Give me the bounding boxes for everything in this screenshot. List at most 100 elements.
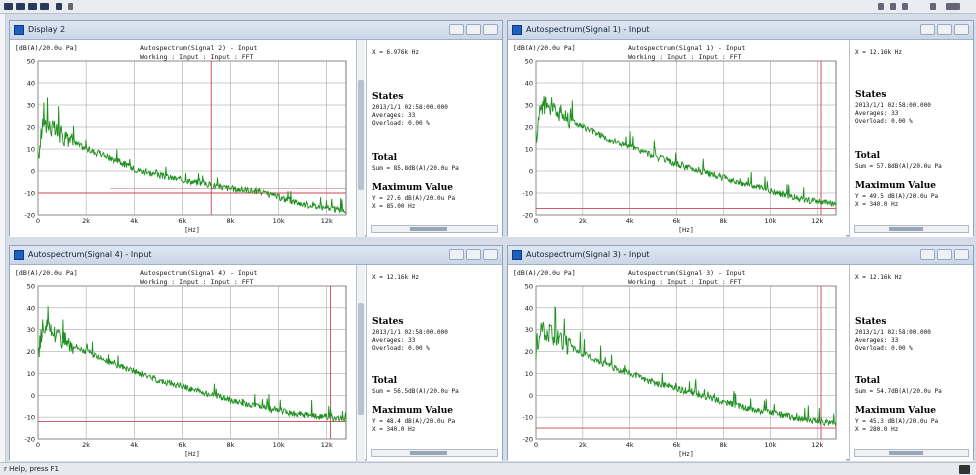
window-titlebar[interactable]: Autospectrum(Signal 4) - Input — [10, 246, 502, 265]
panel-horizontal-scrollbar[interactable] — [371, 225, 498, 233]
max-value-y: Y = 48.4 dB(A)/20.0u Pa — [372, 418, 456, 425]
y-unit-label: [dB(A)/20.0u Pa] — [513, 269, 576, 277]
toolbar-open-icon[interactable] — [4, 3, 13, 10]
y-tick-label: -10 — [522, 414, 533, 422]
plot-header-line2: Working : Input : Input : FFT — [140, 53, 254, 61]
y-tick-label: 10 — [525, 370, 533, 378]
spectrum-window[interactable]: Autospectrum(Signal 1) - Input [dB(A)/20… — [507, 20, 974, 237]
panel-horizontal-scrollbar[interactable] — [371, 449, 498, 457]
y-tick-label: -20 — [24, 212, 35, 220]
plot-area[interactable]: [dB(A)/20.0u Pa] Autospectrum(Signal 1) … — [508, 40, 846, 237]
toolbar-zoom-icon[interactable] — [56, 3, 62, 10]
toolbar-save-icon[interactable] — [16, 3, 25, 10]
close-button[interactable] — [483, 24, 498, 35]
x-tick-label: 10k — [273, 441, 285, 449]
window-titlebar[interactable]: Autospectrum(Signal 1) - Input — [508, 21, 973, 40]
max-value-x: X = 340.0 Hz — [372, 426, 416, 433]
minimize-button[interactable] — [920, 249, 935, 260]
minimize-button[interactable] — [920, 24, 935, 35]
plot-header-line2: Working : Input : Input : FFT — [628, 278, 742, 286]
x-tick-label: 6k — [178, 441, 186, 449]
close-button[interactable] — [954, 249, 969, 260]
window-title: Autospectrum(Signal 4) - Input — [28, 250, 152, 259]
x-tick-label: 4k — [130, 441, 138, 449]
x-tick-label: 2k — [579, 217, 587, 225]
close-button[interactable] — [483, 249, 498, 260]
close-button[interactable] — [954, 24, 969, 35]
max-value-y: Y = 27.6 dB(A)/20.0u Pa — [372, 195, 456, 202]
toolbar-nav-icon[interactable] — [878, 3, 884, 10]
spectrum-window[interactable]: Autospectrum(Signal 3) - Input [dB(A)/20… — [507, 245, 974, 461]
x-tick-label: 4k — [626, 217, 634, 225]
x-tick-label: 12k — [811, 441, 823, 449]
total-heading: Total — [372, 153, 398, 163]
states-heading: States — [372, 92, 404, 102]
window-app-icon — [14, 250, 24, 260]
minimize-button[interactable] — [449, 249, 464, 260]
states-heading: States — [855, 90, 887, 100]
states-heading: States — [372, 317, 404, 327]
x-tick-label: 0 — [534, 217, 538, 225]
y-tick-label: -10 — [522, 190, 533, 198]
maximize-button[interactable] — [466, 24, 481, 35]
maximize-button[interactable] — [937, 249, 952, 260]
toolbar-nav-icon[interactable] — [930, 3, 936, 10]
plot-area[interactable]: [dB(A)/20.0u Pa] Autospectrum(Signal 2) … — [10, 40, 356, 237]
app-toolbar — [0, 0, 976, 14]
cursor-info-panel: X = 12.16k Hz States 2013/1/1 02:58:00.0… — [849, 40, 973, 237]
total-sum: Sum = 57.8dB(A)/20.0u Pa — [855, 163, 942, 170]
toolbar-copy-icon[interactable] — [40, 3, 49, 10]
keyboard-status-icon — [959, 465, 970, 474]
spectrum-trace — [37, 97, 347, 214]
status-bar: r Help, press F1 — [0, 462, 976, 475]
window-app-icon — [512, 25, 522, 35]
panel-horizontal-scrollbar[interactable] — [854, 225, 969, 233]
x-axis-label: [Hz] — [678, 450, 694, 458]
y-tick-label: 0 — [529, 392, 533, 400]
spectrum-trace — [37, 306, 347, 423]
plot-vertical-scrollbar[interactable] — [356, 265, 365, 461]
y-tick-label: -10 — [24, 190, 35, 198]
x-tick-label: 6k — [673, 217, 681, 225]
spectrum-window[interactable]: Display 2 [dB(A)/20.0u Pa] Autospectrum(… — [9, 20, 503, 237]
x-axis-label: [Hz] — [678, 226, 694, 234]
states-date: 2013/1/1 02:58:00.000 — [372, 329, 448, 336]
x-tick-label: 6k — [673, 441, 681, 449]
y-tick-label: 50 — [27, 58, 35, 66]
states-date: 2013/1/1 02:58:00.000 — [855, 329, 931, 336]
states-averages: Averages: 33 — [855, 110, 899, 117]
x-tick-label: 8k — [720, 441, 728, 449]
y-tick-label: 30 — [525, 326, 533, 334]
x-tick-label: 2k — [82, 441, 90, 449]
x-tick-label: 0 — [36, 441, 40, 449]
window-titlebar[interactable]: Autospectrum(Signal 3) - Input — [508, 246, 973, 265]
y-tick-label: 20 — [27, 348, 35, 356]
states-date: 2013/1/1 02:58:00.000 — [372, 104, 448, 111]
maximize-button[interactable] — [466, 249, 481, 260]
window-titlebar[interactable]: Display 2 — [10, 21, 502, 40]
toolbar-nav-icon[interactable] — [946, 3, 960, 10]
total-sum: Sum = 54.7dB(A)/20.0u Pa — [855, 388, 942, 395]
plot-area[interactable]: [dB(A)/20.0u Pa] Autospectrum(Signal 4) … — [10, 265, 356, 461]
panel-horizontal-scrollbar[interactable] — [854, 449, 969, 457]
left-side-strip — [0, 14, 6, 462]
plot-area[interactable]: [dB(A)/20.0u Pa] Autospectrum(Signal 3) … — [508, 265, 846, 461]
toolbar-print-icon[interactable] — [28, 3, 37, 10]
total-heading: Total — [855, 151, 881, 161]
y-tick-label: 50 — [27, 283, 35, 291]
toolbar-arrow-icon[interactable] — [68, 3, 73, 10]
maximize-button[interactable] — [937, 24, 952, 35]
toolbar-nav-icon[interactable] — [902, 3, 908, 10]
spectrum-window[interactable]: Autospectrum(Signal 4) - Input [dB(A)/20… — [9, 245, 503, 461]
minimize-button[interactable] — [449, 24, 464, 35]
x-tick-label: 6k — [178, 217, 186, 225]
plot-vertical-scrollbar[interactable] — [356, 40, 365, 237]
total-heading: Total — [372, 376, 398, 386]
toolbar-nav-icon[interactable] — [890, 3, 896, 10]
x-tick-label: 2k — [82, 217, 90, 225]
x-tick-label: 12k — [811, 217, 823, 225]
